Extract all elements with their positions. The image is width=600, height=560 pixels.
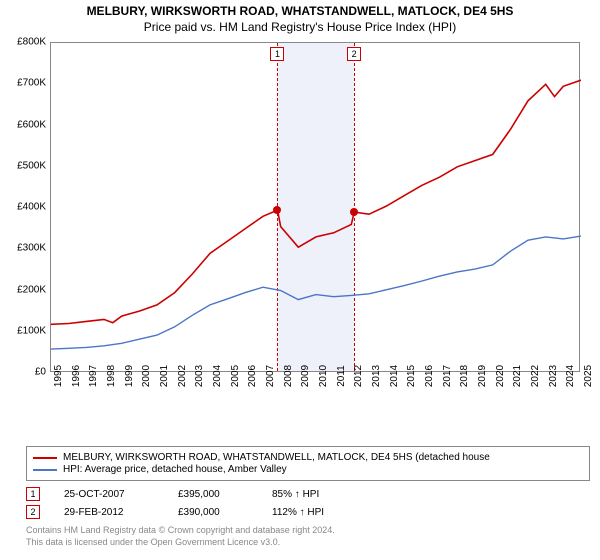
- x-tick-label: 2004: [212, 365, 223, 387]
- y-tick-label: £400K: [2, 202, 46, 213]
- x-tick-label: 1996: [71, 365, 82, 387]
- legend-item: MELBURY, WIRKSWORTH ROAD, WHATSTANDWELL,…: [33, 452, 583, 463]
- event-price: £395,000: [178, 489, 248, 500]
- event-badge: 2: [26, 505, 40, 519]
- x-tick-label: 2001: [159, 365, 170, 387]
- y-tick-label: £100K: [2, 325, 46, 336]
- plot-region: 12: [50, 42, 580, 372]
- series-hpi: [51, 236, 581, 349]
- x-tick-label: 1995: [53, 365, 64, 387]
- legend: MELBURY, WIRKSWORTH ROAD, WHATSTANDWELL,…: [26, 446, 590, 481]
- legend-label: MELBURY, WIRKSWORTH ROAD, WHATSTANDWELL,…: [63, 452, 490, 463]
- x-tick-label: 2000: [141, 365, 152, 387]
- title-line-1: MELBURY, WIRKSWORTH ROAD, WHATSTANDWELL,…: [0, 4, 600, 18]
- event-delta: 112% ↑ HPI: [272, 507, 324, 518]
- event-date: 29-FEB-2012: [64, 507, 154, 518]
- y-tick-label: £800K: [2, 37, 46, 48]
- x-tick-label: 2014: [389, 365, 400, 387]
- y-tick-label: £500K: [2, 160, 46, 171]
- footer-line-1: Contains HM Land Registry data © Crown c…: [26, 525, 590, 537]
- x-tick-label: 1997: [88, 365, 99, 387]
- x-tick-label: 2025: [583, 365, 594, 387]
- x-tick-label: 2007: [265, 365, 276, 387]
- x-tick-label: 2023: [548, 365, 559, 387]
- legend-label: HPI: Average price, detached house, Ambe…: [63, 464, 287, 475]
- title-line-2: Price paid vs. HM Land Registry's House …: [0, 20, 600, 34]
- x-tick-label: 2022: [530, 365, 541, 387]
- x-tick-label: 2003: [194, 365, 205, 387]
- series-property: [51, 80, 581, 324]
- event-row: 1 25-OCT-2007 £395,000 85% ↑ HPI: [26, 487, 590, 501]
- x-tick-label: 2011: [336, 365, 347, 387]
- event-price: £390,000: [178, 507, 248, 518]
- x-tick-label: 2021: [512, 365, 523, 387]
- x-tick-label: 2008: [283, 365, 294, 387]
- event-delta: 85% ↑ HPI: [272, 489, 319, 500]
- x-tick-label: 2012: [353, 365, 364, 387]
- event-date: 25-OCT-2007: [64, 489, 154, 500]
- x-tick-label: 2010: [318, 365, 329, 387]
- x-tick-label: 2019: [477, 365, 488, 387]
- y-tick-label: £0: [2, 367, 46, 378]
- event-table: 1 25-OCT-2007 £395,000 85% ↑ HPI 2 29-FEB-201…: [26, 487, 590, 519]
- x-tick-label: 2013: [371, 365, 382, 387]
- x-tick-label: 2018: [459, 365, 470, 387]
- event-badge: 1: [26, 487, 40, 501]
- footer-line-2: This data is licensed under the Open Gov…: [26, 537, 590, 549]
- legend-swatch: [33, 469, 57, 471]
- legend-item: HPI: Average price, detached house, Ambe…: [33, 464, 583, 475]
- x-tick-label: 2015: [406, 365, 417, 387]
- line-chart-svg: [51, 43, 581, 373]
- x-tick-label: 1999: [124, 365, 135, 387]
- x-tick-label: 2005: [230, 365, 241, 387]
- x-tick-label: 2024: [565, 365, 576, 387]
- x-tick-label: 1998: [106, 365, 117, 387]
- event-row: 2 29-FEB-2012 £390,000 112% ↑ HPI: [26, 505, 590, 519]
- y-tick-label: £600K: [2, 119, 46, 130]
- y-tick-label: £300K: [2, 243, 46, 254]
- x-tick-label: 2016: [424, 365, 435, 387]
- y-tick-label: £200K: [2, 284, 46, 295]
- x-tick-label: 2009: [300, 365, 311, 387]
- y-tick-label: £700K: [2, 78, 46, 89]
- chart-title-block: MELBURY, WIRKSWORTH ROAD, WHATSTANDWELL,…: [0, 0, 600, 36]
- sale-marker-dot: [350, 208, 358, 216]
- x-tick-label: 2006: [247, 365, 258, 387]
- x-tick-label: 2017: [442, 365, 453, 387]
- x-tick-label: 2002: [177, 365, 188, 387]
- footer-attribution: Contains HM Land Registry data © Crown c…: [26, 525, 590, 548]
- sale-marker-dot: [273, 206, 281, 214]
- chart-area: 12 £0£100K£200K£300K£400K£500K£600K£700K…: [50, 42, 580, 402]
- legend-swatch: [33, 457, 57, 459]
- x-tick-label: 2020: [495, 365, 506, 387]
